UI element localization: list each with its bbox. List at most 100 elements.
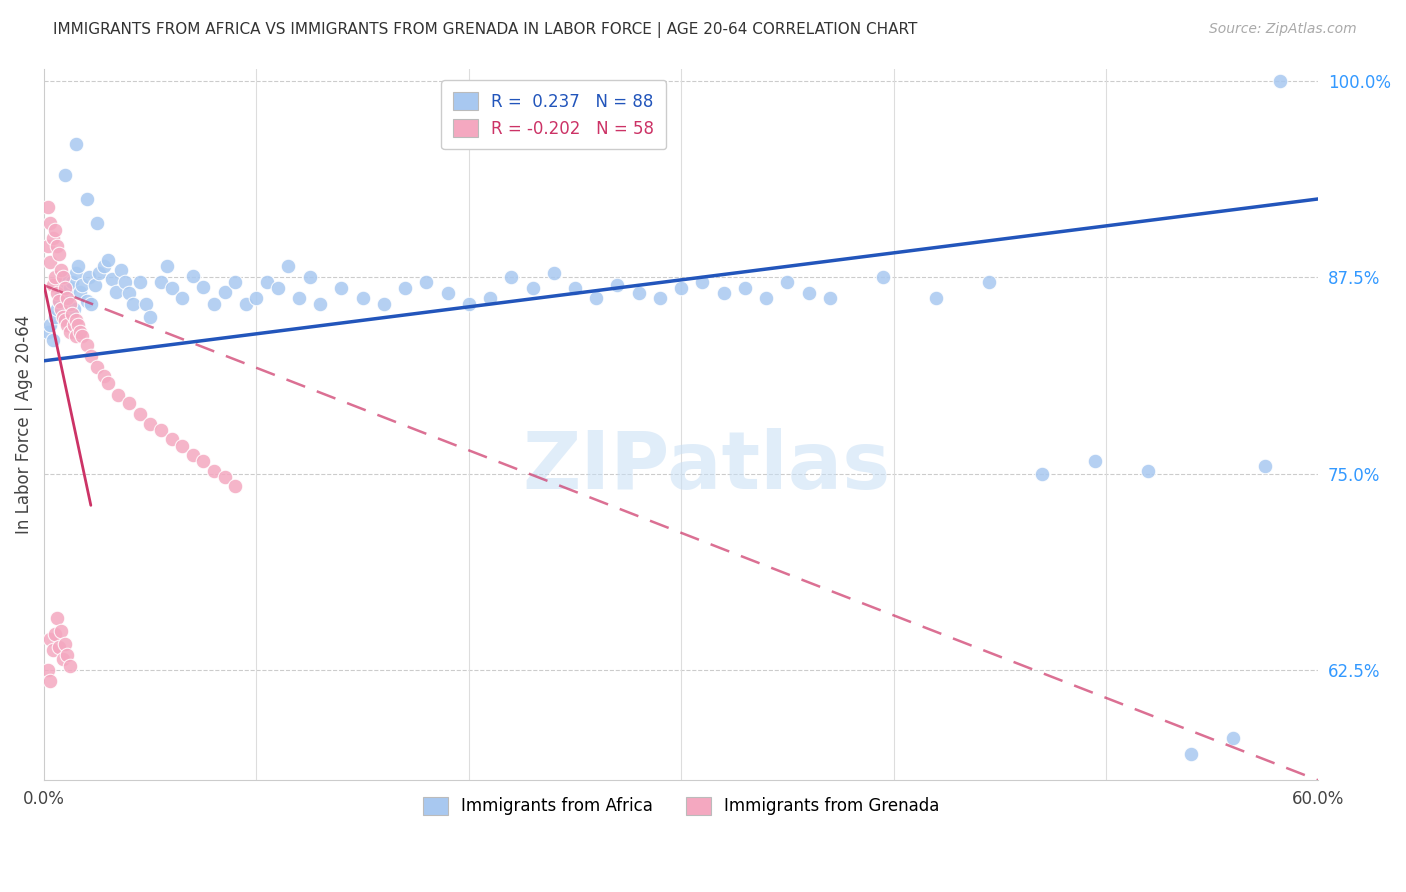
Point	[925, 291, 948, 305]
Point	[41, 278, 63, 293]
Point	[415, 275, 437, 289]
Point	[105, 285, 128, 299]
Point	[193, 454, 215, 468]
Point	[93, 260, 115, 274]
Point	[1268, 74, 1291, 88]
Point	[1084, 454, 1107, 468]
Point	[1180, 747, 1202, 761]
Point	[1031, 467, 1053, 481]
Point	[172, 439, 194, 453]
Point	[45, 286, 67, 301]
Point	[56, 318, 79, 332]
Point	[56, 291, 79, 305]
Point	[48, 247, 70, 261]
Point	[39, 215, 62, 229]
Point	[49, 262, 72, 277]
Point	[53, 313, 76, 327]
Point	[872, 270, 894, 285]
Point	[65, 136, 87, 151]
Point	[76, 294, 98, 309]
Point	[181, 448, 204, 462]
Point	[522, 281, 544, 295]
Point	[1254, 458, 1277, 473]
Point	[128, 407, 150, 421]
Point	[63, 318, 86, 332]
Point	[37, 200, 59, 214]
Point	[65, 266, 87, 280]
Point	[56, 291, 79, 305]
Point	[39, 318, 62, 332]
Point	[149, 423, 172, 437]
Point	[214, 470, 236, 484]
Point	[139, 310, 162, 324]
Point	[755, 291, 778, 305]
Point	[60, 275, 83, 289]
Point	[776, 275, 799, 289]
Text: IMMIGRANTS FROM AFRICA VS IMMIGRANTS FROM GRENADA IN LABOR FORCE | AGE 20-64 COR: IMMIGRANTS FROM AFRICA VS IMMIGRANTS FRO…	[53, 22, 918, 38]
Point	[45, 301, 67, 316]
Point	[713, 286, 735, 301]
Point	[277, 260, 299, 274]
Point	[394, 281, 416, 295]
Point	[118, 396, 141, 410]
Point	[648, 291, 671, 305]
Point	[97, 376, 120, 390]
Point	[149, 275, 172, 289]
Text: Source: ZipAtlas.com: Source: ZipAtlas.com	[1209, 22, 1357, 37]
Point	[267, 281, 290, 295]
Point	[256, 275, 278, 289]
Point	[298, 270, 321, 285]
Point	[224, 479, 246, 493]
Point	[56, 648, 79, 662]
Point	[797, 286, 820, 301]
Point	[48, 294, 70, 309]
Point	[44, 627, 66, 641]
Point	[52, 652, 75, 666]
Point	[692, 275, 714, 289]
Point	[39, 632, 62, 646]
Point	[436, 286, 458, 301]
Point	[479, 291, 502, 305]
Point	[288, 291, 311, 305]
Point	[352, 291, 374, 305]
Point	[80, 349, 103, 363]
Point	[457, 297, 479, 311]
Point	[1222, 731, 1244, 745]
Point	[49, 301, 72, 316]
Point	[193, 280, 215, 294]
Point	[224, 275, 246, 289]
Point	[77, 270, 100, 285]
Point	[172, 291, 194, 305]
Point	[139, 417, 162, 431]
Point	[37, 663, 59, 677]
Point	[44, 270, 66, 285]
Point	[37, 326, 59, 340]
Point	[69, 326, 91, 340]
Point	[110, 262, 132, 277]
Point	[49, 624, 72, 638]
Point	[65, 328, 87, 343]
Point	[734, 281, 756, 295]
Point	[67, 260, 90, 274]
Point	[52, 278, 75, 293]
Point	[39, 674, 62, 689]
Text: ZIPatlas: ZIPatlas	[523, 428, 891, 506]
Point	[58, 297, 80, 311]
Point	[41, 334, 63, 348]
Point	[69, 285, 91, 299]
Point	[63, 301, 86, 316]
Point	[86, 360, 108, 375]
Point	[65, 313, 87, 327]
Point	[564, 281, 586, 295]
Point	[53, 270, 76, 285]
Point	[202, 297, 225, 311]
Point	[49, 286, 72, 301]
Point	[44, 310, 66, 324]
Point	[45, 239, 67, 253]
Point	[585, 291, 607, 305]
Point	[41, 231, 63, 245]
Point	[309, 297, 332, 311]
Point	[48, 294, 70, 309]
Point	[107, 388, 129, 402]
Point	[669, 281, 692, 295]
